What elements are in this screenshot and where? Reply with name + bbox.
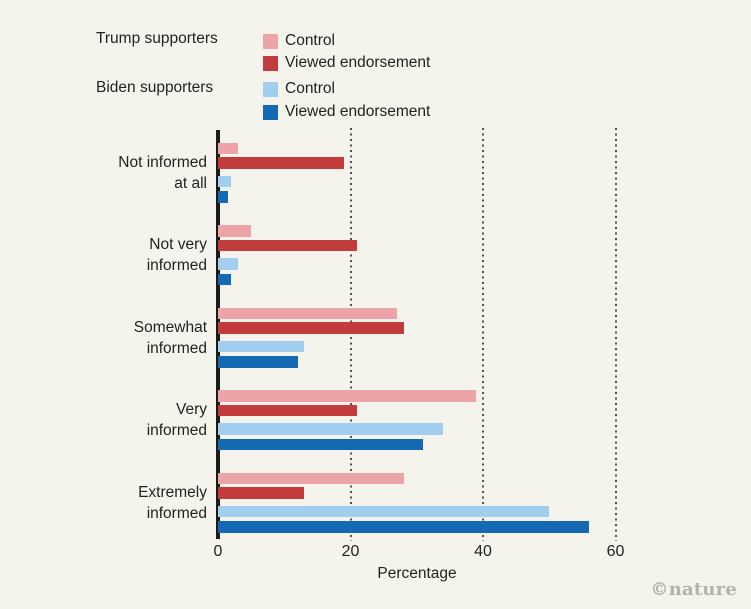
legend-swatch-trump-control-icon	[263, 33, 278, 49]
bar-biden-supporters-viewed-endorsement-cat3	[218, 438, 424, 450]
y-axis-line	[216, 130, 220, 539]
legend-item-label: Control	[285, 80, 335, 97]
category-label: Very informed	[146, 401, 207, 439]
x-tick-40: 40	[474, 543, 492, 560]
bar-trump-supporters-viewed-endorsement-cat0	[218, 157, 344, 169]
legend-group-trump-label: Trump supporters	[96, 30, 218, 47]
legend-swatch-biden-endorsement-icon	[263, 104, 278, 120]
bar-trump-supporters-viewed-endorsement-cat2	[218, 322, 404, 334]
bar-trump-supporters-viewed-endorsement-cat1	[218, 239, 358, 251]
category-label: Not very informed	[146, 236, 207, 274]
bar-trump-supporters-viewed-endorsement-cat3	[218, 404, 358, 416]
bar-biden-supporters-viewed-endorsement-cat2	[218, 356, 298, 368]
bar-biden-supporters-control-cat2	[218, 340, 305, 352]
x-tick-0: 0	[213, 543, 223, 560]
legend-item-trump-control: Control	[263, 32, 335, 50]
gridline-20	[349, 128, 352, 541]
bar-trump-supporters-control-cat0	[218, 142, 238, 154]
bar-biden-supporters-viewed-endorsement-cat0	[218, 191, 228, 203]
gridline-40	[482, 128, 484, 541]
bar-trump-supporters-control-cat3	[218, 390, 477, 402]
legend-swatch-trump-endorsement-icon	[263, 55, 278, 71]
legend-item-trump-endorsement: Viewed endorsement	[263, 54, 430, 72]
legend-swatch-biden-control-icon	[263, 81, 278, 97]
legend-item-label: Control	[285, 32, 335, 49]
legend-item-biden-control: Control	[263, 80, 335, 98]
bar-biden-supporters-viewed-endorsement-cat1	[218, 273, 232, 285]
bar-biden-supporters-viewed-endorsement-cat4	[218, 521, 589, 533]
bar-trump-supporters-viewed-endorsement-cat4	[218, 487, 305, 499]
legend-item-label: Viewed endorsement	[285, 54, 431, 71]
category-label: Extremely informed	[138, 483, 207, 522]
bar-biden-supporters-control-cat1	[218, 258, 238, 270]
bar-biden-supporters-control-cat0	[218, 175, 232, 187]
bar-trump-supporters-control-cat4	[218, 472, 404, 484]
x-tick-60: 60	[606, 543, 625, 560]
category-label: Somewhat informed	[133, 318, 207, 357]
bar-trump-supporters-control-cat1	[218, 225, 252, 237]
bar-biden-supporters-control-cat3	[218, 423, 444, 435]
x-axis-title: Percentage	[377, 565, 457, 582]
legend-item-biden-endorsement: Viewed endorsement	[263, 103, 430, 121]
bar-biden-supporters-control-cat4	[218, 505, 550, 517]
category-label: Not informed at all	[118, 153, 207, 192]
nature-credit: ©nature	[650, 579, 737, 600]
bar-trump-supporters-control-cat2	[218, 307, 397, 319]
legend-group-biden-label: Biden supporters	[96, 79, 214, 96]
x-tick-20: 20	[341, 543, 360, 560]
gridline-60	[614, 128, 617, 541]
legend-item-label: Viewed endorsement	[285, 103, 431, 120]
